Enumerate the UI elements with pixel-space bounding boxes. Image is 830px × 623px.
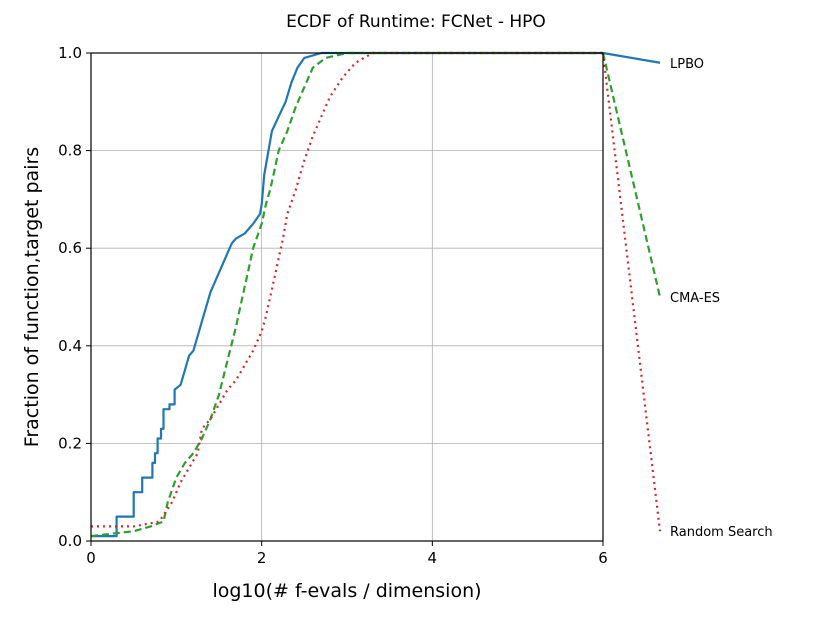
legend-label-random-search: Random Search — [670, 525, 773, 540]
y-tick-label: 0.8 — [58, 142, 82, 160]
series-lines — [90, 51, 603, 538]
chart-title: ECDF of Runtime: FCNet - HPO — [286, 12, 546, 32]
series-line-random-search — [91, 51, 603, 528]
legend-connectors — [601, 51, 662, 532]
x-tick-label: 0 — [86, 549, 96, 567]
y-tick-label: 0.6 — [58, 239, 82, 257]
axis-ticks: 0 2 4 6 0.0 0.2 0.4 0.6 0.8 1.0 — [58, 44, 608, 567]
legend-label-cma-es: CMA-ES — [670, 291, 720, 306]
series-line-lpbo — [91, 51, 603, 538]
x-axis-label: log10(# f-evals / dimension) — [212, 580, 481, 602]
grid — [90, 52, 604, 542]
x-tick-label: 4 — [428, 549, 438, 567]
y-tick-label: 0.2 — [58, 434, 82, 452]
x-tick-label: 2 — [257, 549, 267, 567]
y-tick-label: 1.0 — [58, 44, 82, 62]
legend-connector-lpbo — [602, 51, 661, 64]
y-tick-label: 0.0 — [58, 532, 82, 550]
legend: LPBO CMA-ES Random Search — [670, 57, 773, 540]
legend-connector-cma-es — [601, 52, 662, 298]
legend-connector-random-search — [601, 52, 662, 532]
y-tick-label: 0.4 — [58, 337, 82, 355]
y-axis-label: Fraction of function,target pairs — [21, 147, 43, 447]
plot-frame — [90, 52, 604, 542]
series-line-cma-es — [90, 51, 603, 538]
legend-label-lpbo: LPBO — [670, 57, 704, 72]
x-tick-label: 6 — [598, 549, 608, 567]
